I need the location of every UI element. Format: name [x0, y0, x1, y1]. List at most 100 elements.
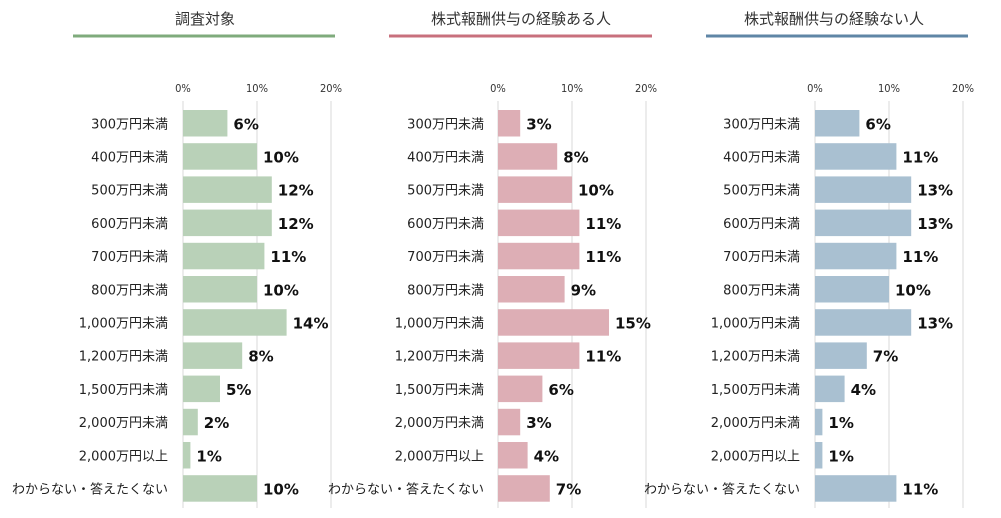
category-label: 400万円未満 — [723, 150, 800, 165]
category-label: 2,000万円未満 — [79, 416, 168, 431]
data-label: 8% — [563, 148, 588, 166]
category-label: 1,000万円未満 — [79, 316, 168, 331]
category-label: 1,500万円未満 — [711, 383, 800, 398]
x-tick-label: 20% — [320, 82, 342, 95]
category-label: わからない・答えたくない — [644, 481, 800, 497]
x-tick-label: 20% — [635, 82, 657, 95]
category-label: 800万円未満 — [91, 283, 168, 298]
category-label: 300万円未満 — [723, 117, 800, 132]
category-label: 800万円未満 — [723, 283, 800, 298]
bar — [815, 442, 823, 469]
bar — [498, 408, 521, 436]
category-label: 600万円未満 — [723, 217, 800, 232]
category-label: 600万円未満 — [91, 217, 168, 232]
data-label: 10% — [263, 480, 299, 498]
category-label: 800万円未満 — [407, 283, 484, 298]
category-label: 500万円未満 — [407, 184, 484, 199]
x-tick-label: 0% — [807, 82, 823, 95]
category-label: 1,000万円未満 — [395, 316, 484, 331]
bar — [815, 309, 912, 336]
category-label: 1,200万円未満 — [79, 350, 168, 365]
data-label: 12% — [278, 182, 314, 200]
data-label: 3% — [526, 414, 551, 432]
data-label: 5% — [226, 381, 251, 399]
data-label: 4% — [851, 381, 876, 399]
category-label: わからない・答えたくない — [328, 481, 484, 497]
data-label: 6% — [548, 381, 573, 399]
data-label: 11% — [270, 248, 306, 266]
category-label: 700万円未満 — [723, 250, 800, 265]
data-label: 13% — [917, 215, 953, 233]
bar — [815, 143, 897, 170]
data-label: 14% — [293, 314, 329, 332]
bar — [815, 342, 867, 369]
category-label: 1,200万円未満 — [711, 350, 800, 365]
category-label: 2,000万円未満 — [395, 416, 484, 431]
category-label: 700万円未満 — [407, 250, 484, 265]
x-tick-label: 10% — [561, 82, 583, 95]
bar — [183, 442, 191, 469]
data-label: 10% — [578, 182, 614, 200]
data-label: 10% — [263, 148, 299, 166]
data-label: 11% — [902, 248, 938, 266]
bar — [183, 475, 257, 502]
data-label: 13% — [917, 182, 953, 200]
data-label: 10% — [263, 281, 299, 299]
chart-panel-2: 株式報酬供与の経験ある人 0% 10% 20% 300万円未満 3% 400万円未満 8% 50… — [328, 10, 657, 508]
data-label: 6% — [865, 115, 890, 133]
category-label: 2,000万円以上 — [711, 449, 800, 464]
data-label: 7% — [873, 348, 898, 366]
data-label: 11% — [585, 248, 621, 266]
bar — [498, 475, 550, 502]
category-label: 2,000万円以上 — [79, 449, 168, 464]
data-label: 4% — [534, 447, 559, 465]
bar — [183, 242, 265, 270]
bar — [498, 342, 580, 369]
data-label: 1% — [828, 414, 853, 432]
category-label: 1,200万円未満 — [395, 350, 484, 365]
chart-title: 調査対象 — [175, 10, 235, 28]
category-label: 500万円未満 — [91, 184, 168, 199]
bar — [498, 442, 528, 469]
bar — [815, 408, 823, 436]
bar — [815, 209, 912, 237]
category-label: 600万円未満 — [407, 217, 484, 232]
bar — [183, 276, 257, 303]
bar — [498, 375, 543, 403]
bar — [815, 176, 912, 203]
data-label: 9% — [571, 281, 596, 299]
data-label: 1% — [196, 447, 221, 465]
bar — [183, 110, 228, 137]
data-label: 12% — [278, 215, 314, 233]
chart-title: 株式報酬供与の経験ない人 — [744, 10, 924, 28]
x-tick-label: 0% — [490, 82, 506, 95]
data-label: 13% — [917, 314, 953, 332]
chart-panel-1: 調査対象 0% 10% 20% 300万円未満 6% 400万円未満 10% 500万円未満 12… — [12, 10, 342, 508]
category-label: 2,000万円以上 — [395, 449, 484, 464]
data-label: 8% — [248, 348, 273, 366]
bar — [183, 408, 198, 436]
category-label: 2,000万円未満 — [711, 416, 800, 431]
chart-title: 株式報酬供与の経験ある人 — [431, 10, 611, 28]
category-label: 300万円未満 — [407, 117, 484, 132]
chart-panel-3: 株式報酬供与の経験ない人 0% 10% 20% 300万円未満 6% 400万円未満 11% 5… — [644, 10, 974, 508]
category-label: 1,500万円未満 — [79, 383, 168, 398]
bar — [815, 110, 860, 137]
bar — [183, 309, 287, 336]
bar — [183, 143, 257, 170]
bar — [498, 143, 558, 170]
bar — [815, 276, 889, 303]
category-label: 400万円未満 — [91, 150, 168, 165]
category-label: 1,500万円未満 — [395, 383, 484, 398]
bar — [815, 475, 897, 502]
data-label: 11% — [585, 348, 621, 366]
x-tick-label: 0% — [175, 82, 191, 95]
data-label: 3% — [526, 115, 551, 133]
bar — [498, 276, 565, 303]
data-label: 11% — [585, 215, 621, 233]
category-label: 1,000万円未満 — [711, 316, 800, 331]
bar — [183, 176, 272, 203]
data-label: 10% — [895, 281, 931, 299]
bar — [815, 242, 897, 270]
